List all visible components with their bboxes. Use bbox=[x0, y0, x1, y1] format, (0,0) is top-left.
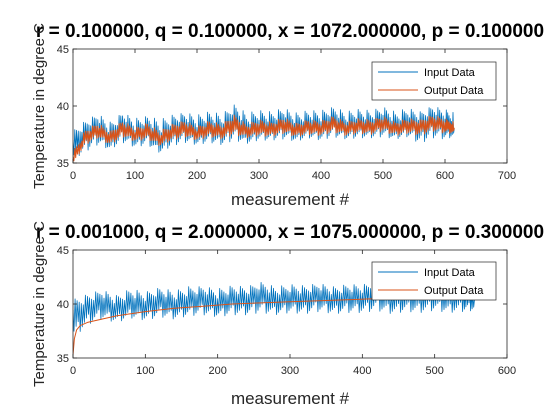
y-axis-label-bottom: Temperature in degree C bbox=[31, 221, 48, 387]
x-tick-label: 500 bbox=[425, 365, 443, 377]
series-lines-top bbox=[73, 104, 455, 162]
x-tick-label: 0 bbox=[70, 170, 76, 182]
subplot-top: 0 100 200 300 400 500 600 700 35 40 45 r = 0.10000… bbox=[31, 21, 544, 209]
x-tick-label: 100 bbox=[136, 365, 154, 377]
series-line-input-data-top bbox=[73, 104, 455, 157]
legend-top: Input Data Output Data bbox=[371, 61, 497, 101]
y-tick-label: 45 bbox=[57, 245, 69, 257]
series-line-output-data-top bbox=[73, 114, 455, 162]
chart-title-top: r = 0.100000, q = 0.100000, x = 1072.000… bbox=[36, 21, 544, 42]
subplot-bottom: 0 100 200 300 400 500 600 35 40 45 r = 0.001000, … bbox=[31, 221, 544, 408]
x-tick-label: 400 bbox=[312, 170, 330, 182]
y-tick-label: 45 bbox=[57, 44, 69, 56]
legend-box-bottom bbox=[371, 261, 497, 301]
x-tick-label: 100 bbox=[126, 170, 144, 182]
x-tick-label: 200 bbox=[188, 170, 206, 182]
legend-label-output-top: Output Data bbox=[424, 85, 484, 97]
chart-title-bottom: r = 0.001000, q = 2.000000, x = 1075.000… bbox=[36, 222, 544, 243]
y-axis-label-top: Temperature in degree C bbox=[31, 23, 48, 189]
legend-label-output-bottom: Output Data bbox=[424, 285, 484, 297]
x-tick-label: 500 bbox=[374, 170, 392, 182]
x-tick-label: 300 bbox=[250, 170, 268, 182]
series-line-input-data-bottom bbox=[73, 281, 475, 332]
y-tick-label: 40 bbox=[57, 299, 69, 311]
y-tick-label: 35 bbox=[57, 353, 69, 365]
x-tick-label: 600 bbox=[498, 365, 516, 377]
legend-box-top bbox=[371, 61, 497, 101]
x-tick-label: 300 bbox=[281, 365, 299, 377]
legend-label-input-top: Input Data bbox=[424, 67, 476, 79]
x-tick-label: 200 bbox=[208, 365, 226, 377]
x-tick-label: 700 bbox=[498, 170, 516, 182]
x-tick-label: 600 bbox=[436, 170, 454, 182]
x-tick-label: 400 bbox=[353, 365, 371, 377]
x-axis-label-top: measurement # bbox=[231, 190, 350, 209]
y-tick-label: 35 bbox=[57, 158, 69, 170]
y-tick-label: 40 bbox=[57, 101, 69, 113]
x-tick-label: 0 bbox=[70, 365, 76, 377]
legend-label-input-bottom: Input Data bbox=[424, 267, 476, 279]
x-axis-label-bottom: measurement # bbox=[231, 389, 350, 408]
legend-bottom: Input Data Output Data bbox=[371, 261, 497, 301]
